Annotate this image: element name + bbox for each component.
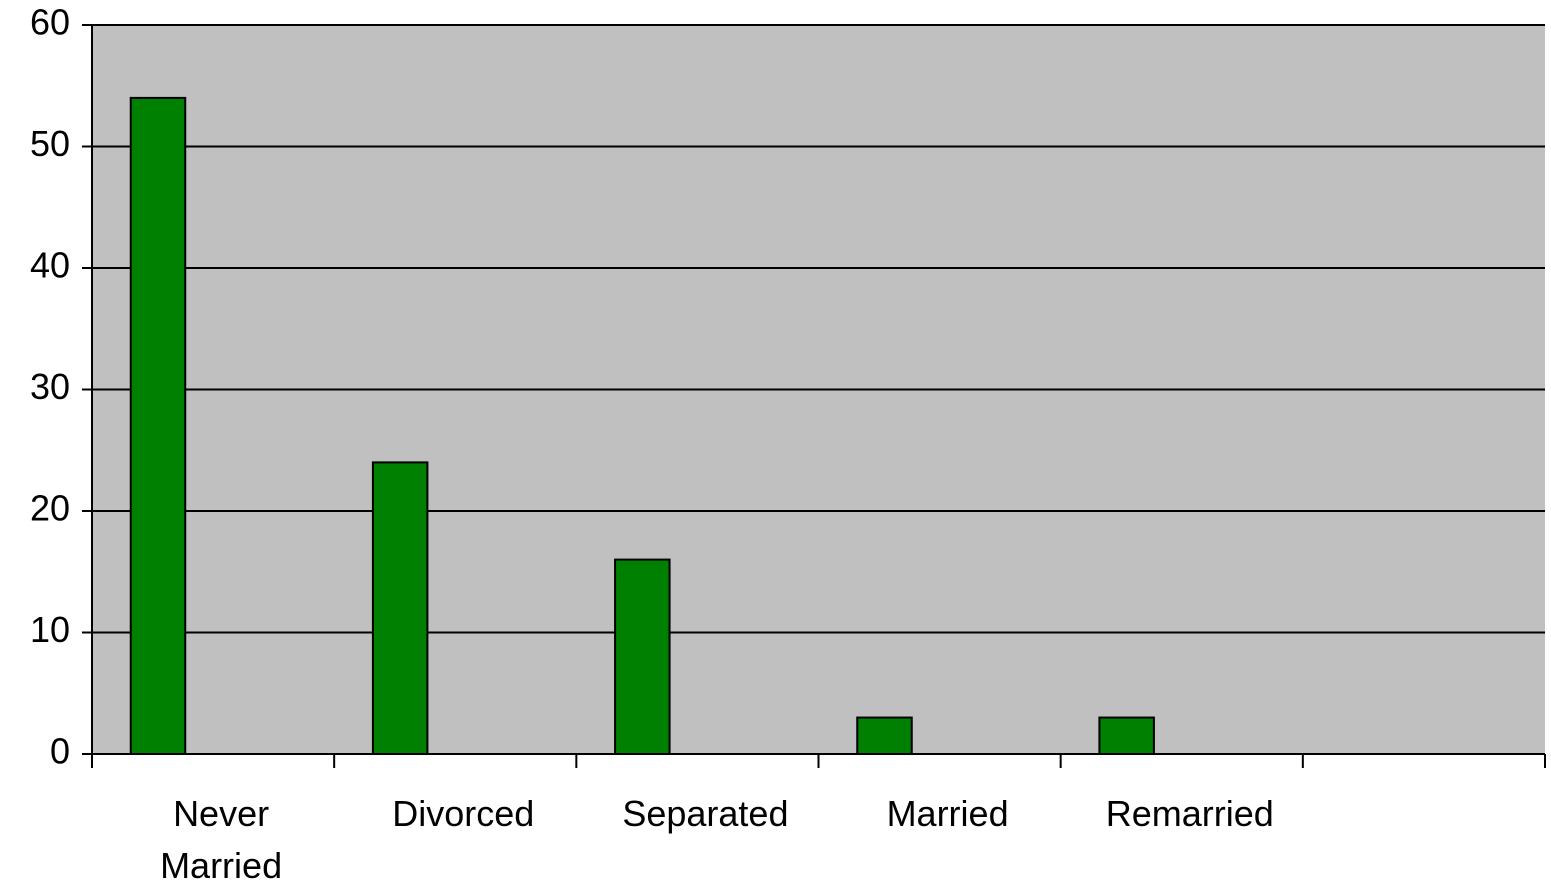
bar xyxy=(1098,716,1155,755)
bar xyxy=(371,461,429,755)
x-tick-label: Divorced xyxy=(392,793,535,834)
x-tick-label: Never Married xyxy=(160,793,283,883)
y-tick-label: 0 xyxy=(50,731,70,772)
y-tick-label: 30 xyxy=(30,366,70,407)
x-tick-label: Married xyxy=(886,793,1009,834)
y-tick-label: 20 xyxy=(30,488,70,529)
y-tick-label: 40 xyxy=(30,245,70,286)
y-tick-label: 60 xyxy=(30,2,70,43)
x-tick-label: Remarried xyxy=(1105,793,1274,834)
bar xyxy=(129,96,187,755)
y-tick-label: 10 xyxy=(30,609,70,650)
x-tick-label: Separated xyxy=(622,793,789,834)
y-tick-label: 50 xyxy=(30,123,70,164)
bar xyxy=(614,558,671,755)
bar xyxy=(856,716,913,755)
